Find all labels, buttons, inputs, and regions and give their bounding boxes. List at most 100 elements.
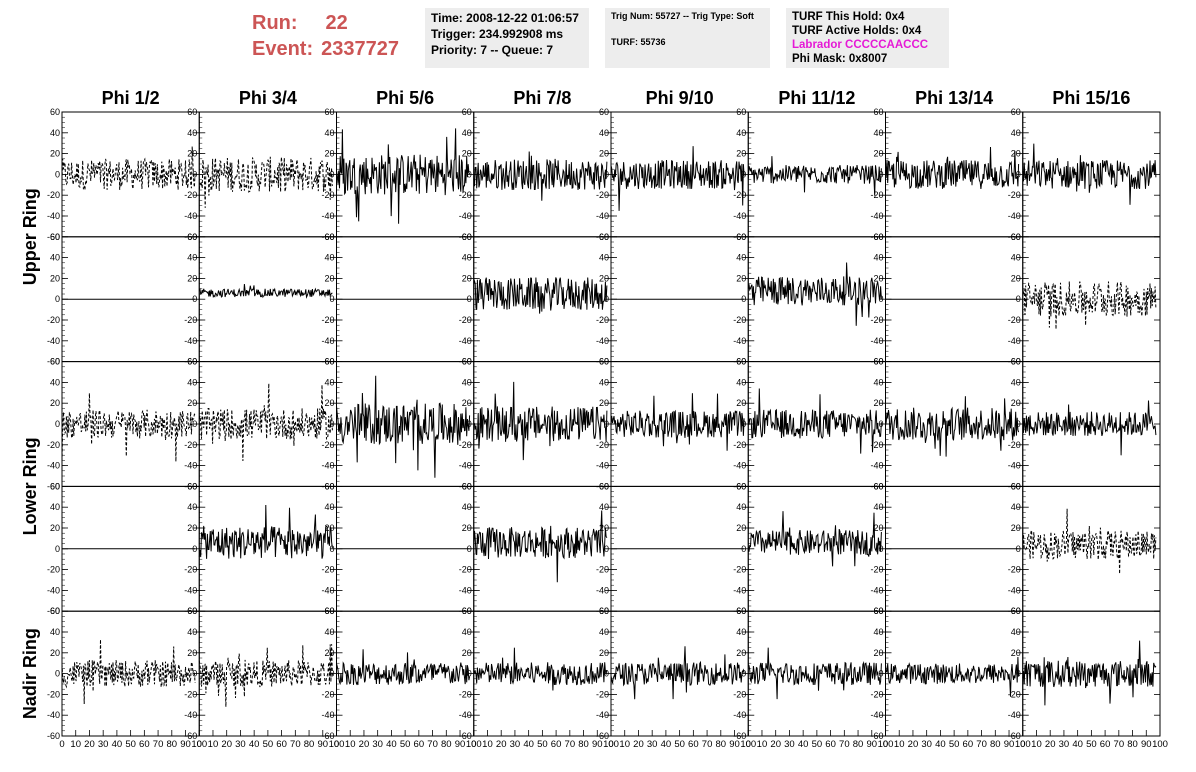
y-tick-label: 40 (736, 253, 746, 263)
y-tick-label: -20 (459, 190, 472, 200)
y-tick-label: 0 (329, 669, 334, 679)
y-tick-label: -40 (1008, 336, 1021, 346)
y-tick-label: -20 (321, 440, 334, 450)
x-tick-label: 30 (647, 739, 658, 750)
x-tick-label: 60 (1100, 739, 1111, 750)
y-tick-label: 20 (736, 523, 746, 533)
x-tick-label: 90 (317, 739, 328, 750)
y-tick-label: 40 (736, 627, 746, 637)
y-tick-label: 0 (741, 419, 746, 429)
y-tick-label: 0 (878, 169, 883, 179)
waveform-trace (747, 388, 882, 454)
waveform-trace (610, 146, 745, 211)
x-tick-label: 50 (949, 739, 960, 750)
y-tick-label: -20 (1008, 565, 1021, 575)
y-tick-label: -40 (459, 710, 472, 720)
y-tick-label: -20 (184, 565, 197, 575)
phi-label: Phi 5/6 (376, 88, 434, 108)
y-tick-label: 60 (599, 107, 609, 117)
y-tick-label: -20 (870, 440, 883, 450)
x-tick-label: 30 (372, 739, 383, 750)
x-tick-label: 80 (853, 739, 864, 750)
y-tick-label: -20 (184, 315, 197, 325)
y-tick-label: 20 (324, 149, 334, 159)
y-tick-label: -20 (47, 689, 60, 699)
y-tick-label: 0 (741, 169, 746, 179)
x-tick-label: 0 (746, 739, 751, 750)
x-tick-label: 90 (1141, 739, 1152, 750)
y-tick-label: -20 (596, 315, 609, 325)
y-tick-label: 40 (873, 627, 883, 637)
y-tick-label: 0 (467, 294, 472, 304)
phi-label: Phi 9/10 (646, 88, 714, 108)
y-tick-label: 60 (50, 107, 60, 117)
y-tick-label: 0 (604, 669, 609, 679)
waveform-trace (198, 383, 333, 462)
y-tick-label: 60 (462, 357, 472, 367)
y-tick-label: -20 (870, 190, 883, 200)
waveform-trace (473, 151, 608, 201)
y-tick-label: -40 (1008, 585, 1021, 595)
y-tick-label: 0 (55, 669, 60, 679)
waveform-trace (610, 393, 745, 451)
x-tick-label: 0 (471, 739, 476, 750)
y-tick-label: 20 (324, 398, 334, 408)
y-tick-label: 40 (1011, 502, 1021, 512)
y-tick-label: -60 (459, 731, 472, 741)
x-tick-label: 100 (1015, 739, 1031, 750)
y-tick-label: 60 (599, 232, 609, 242)
y-tick-label: 20 (1011, 648, 1021, 658)
y-tick-label: 40 (187, 128, 197, 138)
x-tick-label: 10 (208, 739, 219, 750)
y-tick-label: 20 (187, 149, 197, 159)
y-tick-label: -20 (1008, 190, 1021, 200)
y-tick-label: -20 (47, 190, 60, 200)
y-tick-label: 40 (462, 377, 472, 387)
waveform-trace (747, 511, 882, 567)
y-tick-label: 0 (467, 419, 472, 429)
x-tick-label: 30 (235, 739, 246, 750)
panel-frame (336, 111, 475, 238)
y-tick-label: 60 (462, 606, 472, 616)
y-tick-label: -40 (184, 710, 197, 720)
y-tick-label: 60 (736, 481, 746, 491)
y-tick-label: 60 (187, 107, 197, 117)
y-tick-label: 40 (462, 128, 472, 138)
y-tick-label: 60 (873, 606, 883, 616)
x-tick-label: 30 (784, 739, 795, 750)
event-label: Event: (252, 38, 314, 60)
y-tick-label: -20 (1008, 440, 1021, 450)
y-tick-label: 20 (873, 273, 883, 283)
y-tick-label: 40 (1011, 627, 1021, 637)
x-tick-label: 20 (908, 739, 919, 750)
y-tick-label: -20 (596, 190, 609, 200)
y-tick-label: -20 (459, 689, 472, 699)
x-tick-label: 20 (359, 739, 370, 750)
y-tick-label: -20 (184, 440, 197, 450)
x-tick-label: 50 (537, 739, 548, 750)
turf-hold-text: TURF This Hold: 0x4 (792, 11, 905, 23)
turf-active-text: TURF Active Holds: 0x4 (792, 25, 922, 37)
y-tick-label: 40 (736, 128, 746, 138)
y-tick-label: -20 (733, 190, 746, 200)
y-tick-label: 20 (873, 149, 883, 159)
y-tick-label: 40 (50, 253, 60, 263)
y-tick-label: 40 (324, 128, 334, 138)
y-tick-label: -40 (1008, 461, 1021, 471)
y-tick-label: 40 (1011, 377, 1021, 387)
y-tick-label: -40 (596, 710, 609, 720)
y-tick-label: 20 (50, 273, 60, 283)
y-tick-label: 40 (324, 253, 334, 263)
y-tick-label: -60 (596, 731, 609, 741)
y-tick-label: 20 (462, 273, 472, 283)
waveform-trace (1022, 143, 1157, 205)
y-tick-label: 0 (55, 294, 60, 304)
ring-label: Upper Ring (20, 188, 40, 285)
y-tick-label: -40 (321, 461, 334, 471)
y-tick-label: 20 (873, 398, 883, 408)
y-tick-label: 20 (736, 648, 746, 658)
y-tick-label: 0 (741, 669, 746, 679)
x-tick-label: 80 (578, 739, 589, 750)
y-tick-label: -40 (870, 585, 883, 595)
x-tick-label: 40 (798, 739, 809, 750)
